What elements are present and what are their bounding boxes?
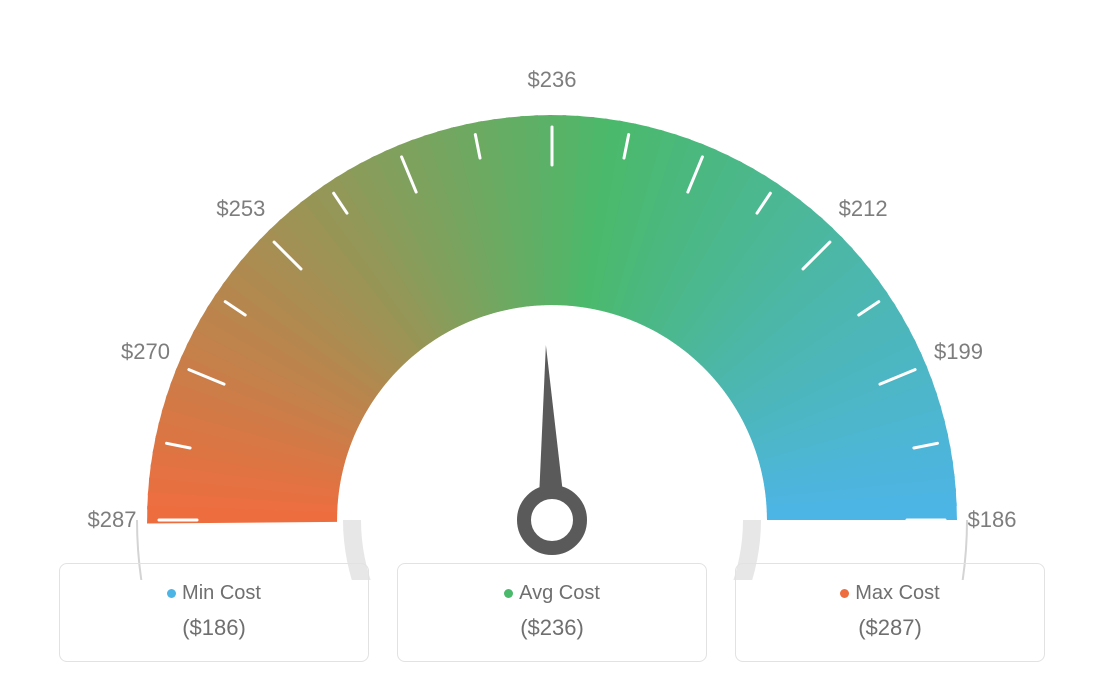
- gauge-tick-label: $199: [934, 339, 983, 365]
- legend-value-avg: ($236): [408, 615, 696, 641]
- legend-title-max: Max Cost: [746, 582, 1034, 605]
- gauge-tick-label: $287: [88, 507, 137, 533]
- gauge-tick-label: $253: [216, 196, 265, 222]
- dot-max: [840, 589, 849, 598]
- dot-min: [167, 589, 176, 598]
- gauge-chart: $186 $199 $212 $236 $253 $270 $287: [52, 20, 1052, 585]
- gauge-svg: [52, 20, 1052, 580]
- legend-card-avg: Avg Cost ($236): [397, 563, 707, 662]
- legend-title-min: Min Cost: [70, 582, 358, 605]
- legend-value-max: ($287): [746, 615, 1034, 641]
- legend-title-avg: Avg Cost: [408, 582, 696, 605]
- gauge-tick-label: $236: [528, 67, 577, 93]
- legend-label-min: Min Cost: [182, 582, 261, 604]
- legend-label-avg: Avg Cost: [519, 582, 600, 604]
- legend-row: Min Cost ($186) Avg Cost ($236) Max Cost…: [0, 563, 1104, 662]
- legend-card-min: Min Cost ($186): [59, 563, 369, 662]
- gauge-tick-label: $212: [839, 196, 888, 222]
- gauge-tick-label: $270: [121, 339, 170, 365]
- dot-avg: [504, 589, 513, 598]
- legend-card-max: Max Cost ($287): [735, 563, 1045, 662]
- gauge-tick-label: $186: [968, 507, 1017, 533]
- legend-value-min: ($186): [70, 615, 358, 641]
- legend-label-max: Max Cost: [855, 582, 939, 604]
